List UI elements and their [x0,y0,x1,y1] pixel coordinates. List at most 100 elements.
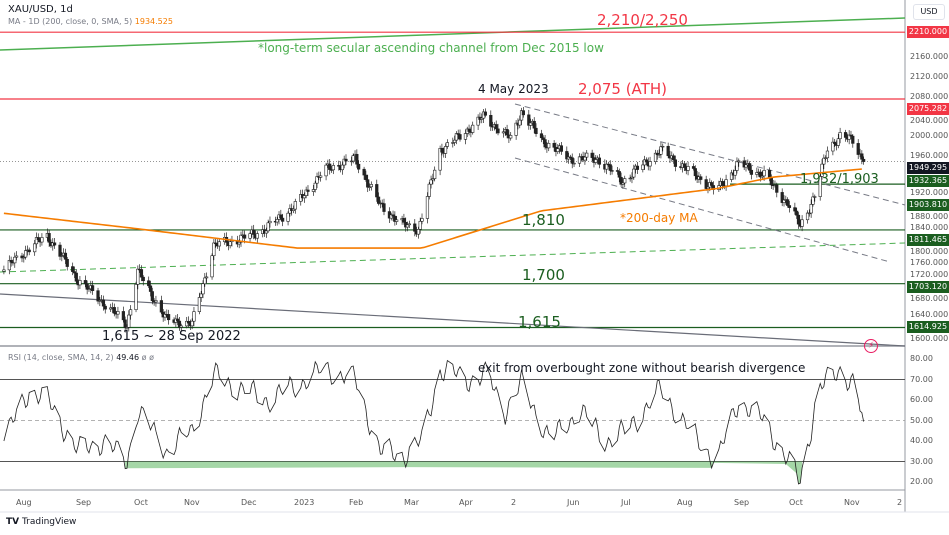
candle-down [393,215,397,222]
candle-up [824,157,828,159]
candle-up [643,159,647,166]
candle-up [519,110,524,121]
candle-up [291,208,296,211]
price-tick: 1720.000 [910,270,949,280]
rsi-tick: 20.00 [910,477,933,486]
candle-up [342,158,346,166]
rsi-label: RSI (14, close, SMA, 14, 2) [8,353,114,362]
candle-up [349,160,354,163]
candle-down [357,163,361,170]
candle-up [822,157,826,165]
candle-down [112,307,116,314]
candle-down [843,132,848,138]
candle-down [635,165,639,170]
rsi-line [3,359,865,485]
candle-up [405,224,410,228]
candle-up [838,132,842,140]
candle-down [413,223,417,232]
candle-up [572,162,576,165]
annotation-1700: 1,700 [522,266,565,284]
symbol-title: XAU/USD, 1d [8,4,73,15]
candle-up [836,138,840,146]
candle-up [760,175,764,178]
candle-up [577,156,582,164]
rsi-extra: ø ø [141,353,154,362]
ma-value: 1934.525 [134,17,173,26]
candle-down [610,170,614,172]
candle-up [427,183,431,197]
candle-up [811,196,815,205]
candle-up [179,325,183,328]
candle-up [34,237,39,245]
candle-down [71,266,75,272]
annotation-ma: *200-day MA [620,211,698,225]
candle-down [96,290,100,302]
candle-up [452,139,457,143]
candle-up [331,165,335,171]
candle-up [2,269,6,272]
price-badge: 1614.925 [907,321,949,333]
candle-down [769,177,773,186]
candle-down [243,234,247,239]
candle-up [293,201,297,210]
candle-up [641,164,645,170]
annotation-support-1932: 1,932/1,903 [800,172,879,187]
annotation-1615: 1,615 [518,313,561,331]
candle-up [319,175,323,178]
time-tick: Jun [567,498,580,507]
candle-up [286,212,290,222]
ma-label: MA - 1D (200, close, 0, SMA, 5) [8,17,133,26]
candle-up [744,164,748,168]
candle-up [340,164,344,171]
candle-up [33,243,37,253]
candle-up [653,152,658,162]
candle-up [78,280,82,286]
candle-up [733,170,737,176]
candle-down [539,133,544,139]
candle-down [541,137,545,140]
candle-down [177,320,182,328]
candle-up [367,186,372,188]
candle-up [807,212,811,215]
rsi-tick: 70.00 [910,374,933,384]
time-tick: Sep [76,498,92,507]
candle-down [103,305,107,310]
candle-down [851,135,855,144]
lightning-icon[interactable]: ⚡ [864,339,878,353]
candle-up [248,233,252,239]
candle-up [476,116,480,126]
candle-down [148,285,153,292]
candle-down [9,260,13,263]
time-tick: Dec [241,498,257,507]
candle-up [451,142,455,144]
candle-up [134,284,138,310]
candle-up [7,260,11,271]
candle-down [693,168,697,177]
candle-down [795,210,799,216]
candle-down [833,141,837,144]
candle-down [176,318,180,322]
candle-down [849,134,853,137]
candle-up [324,164,328,177]
candle-up [302,195,306,199]
candle-down [682,163,687,168]
currency-button[interactable]: USD [913,4,945,20]
candle-up [782,199,786,203]
candle-down [121,311,125,321]
candle-down [565,151,569,160]
candle-up [529,122,533,126]
price-badge: 1811.465 [907,234,949,247]
time-tick: Oct [789,498,803,507]
candle-up [433,169,437,179]
candle-up [237,241,241,245]
candle-up [127,314,131,328]
candle-down [391,214,395,217]
descending-channel-lower [514,157,891,263]
time-tick: 2 [511,498,517,507]
candle-up [389,214,393,219]
time-tick: Nov [844,498,860,507]
tradingview-logo[interactable]: TV TradingView [6,517,76,527]
time-tick: Jul [621,498,631,507]
brand-name: TradingView [21,517,77,527]
